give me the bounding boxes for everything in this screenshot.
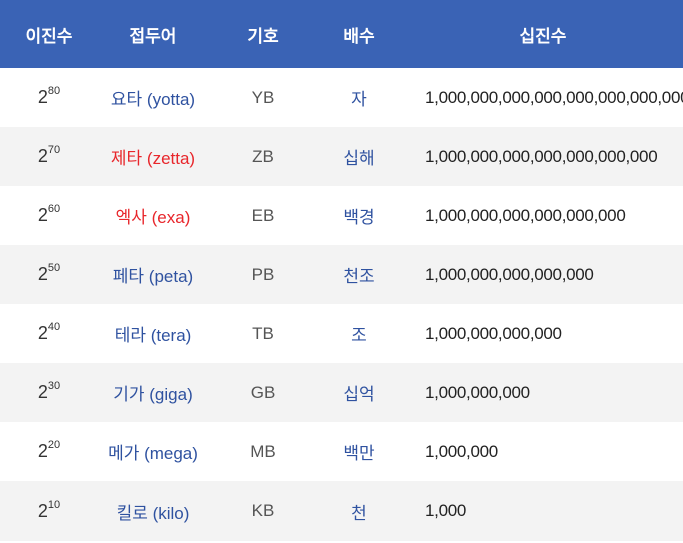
binary-exponent: 80	[47, 85, 61, 97]
table-row: 280 요타 (yotta) YB 자 1,000,000,000,000,000,00…	[0, 68, 683, 127]
decimal-value: 1,000,000,000,000	[425, 323, 562, 343]
binary-base: 2	[37, 441, 48, 461]
decimal-value: 1,000	[425, 501, 467, 520]
table-row: 260 엑사 (exa) EB 백경 1,000,000,000,000,000,000	[0, 186, 683, 245]
multiple-value: 백경	[343, 208, 375, 227]
symbol-value: TB	[252, 323, 274, 343]
header-symbol: 기호	[247, 26, 279, 46]
binary-base: 2	[37, 205, 48, 225]
binary-exponent: 50	[47, 262, 61, 274]
prefix-name: 엑사 (exa)	[115, 208, 191, 227]
multiple-value: 천	[351, 503, 367, 523]
prefix-name: 요타 (yotta)	[110, 90, 196, 109]
header-multiple: 배수	[343, 26, 375, 46]
binary-exponent: 60	[47, 203, 61, 215]
symbol-value: YB	[251, 87, 275, 107]
prefix-name: 페타 (peta)	[112, 267, 194, 286]
prefix-name: 기가 (giga)	[113, 385, 193, 404]
table-row: 250 페타 (peta) PB 천조 1,000,000,000,000,000	[0, 245, 683, 304]
multiple-value: 자	[351, 90, 367, 109]
binary-exponent: 40	[47, 321, 61, 333]
binary-exponent: 30	[47, 380, 61, 392]
decimal-value: 1,000,000,000,000,000,000,000,000	[425, 87, 683, 107]
binary-value: 210	[0, 498, 98, 522]
binary-value: 250	[0, 262, 98, 285]
decimal-value: 1,000,000,000,000,000,000	[425, 205, 626, 225]
table-row: 240 테라 (tera) TB 조 1,000,000,000,000	[0, 304, 683, 363]
multiple-value: 십해	[343, 149, 375, 168]
binary-base: 2	[37, 264, 48, 284]
decimal-value: 1,000,000,000,000,000,000,000	[425, 146, 658, 166]
table-row: 230 기가 (giga) GB 십억 1,000,000,000	[0, 363, 683, 422]
prefix-name: 테라 (tera)	[114, 326, 192, 345]
binary-base: 2	[37, 382, 48, 402]
table-row: 210 킬로 (kilo) KB 천 1,000	[0, 481, 683, 541]
multiple-value: 조	[351, 326, 367, 345]
header-binary: 이진수	[25, 26, 73, 46]
binary-base: 2	[37, 323, 48, 343]
symbol-value: KB	[251, 501, 275, 520]
symbol-value: PB	[251, 264, 275, 284]
multiple-value: 천조	[343, 267, 375, 286]
binary-base: 2	[37, 146, 48, 166]
header-decimal: 십진수	[519, 26, 567, 46]
binary-exponent: 10	[47, 498, 61, 511]
multiple-value: 십억	[343, 385, 375, 404]
binary-base: 2	[37, 87, 48, 107]
table-header: 이진수 접두어 기호 배수 십진수	[0, 0, 683, 68]
binary-value: 280	[0, 85, 98, 108]
binary-value: 240	[0, 321, 98, 344]
multiple-value: 백만	[343, 444, 375, 463]
binary-value: 270	[0, 144, 98, 167]
binary-value: 230	[0, 380, 98, 403]
prefix-name: 킬로 (kilo)	[116, 503, 190, 523]
table-row: 270 제타 (zetta) ZB 십해 1,000,000,000,000,000,0…	[0, 127, 683, 186]
binary-value: 220	[0, 439, 98, 462]
table-row: 220 메가 (mega) MB 백만 1,000,000	[0, 422, 683, 481]
decimal-value: 1,000,000,000	[425, 382, 530, 402]
prefix-name: 메가 (mega)	[108, 444, 198, 463]
symbol-value: GB	[250, 382, 276, 402]
symbol-value: EB	[251, 205, 275, 225]
binary-base: 2	[37, 500, 48, 521]
table-body: 280 요타 (yotta) YB 자 1,000,000,000,000,000,00…	[0, 68, 683, 541]
header-prefix: 접두어	[129, 26, 177, 46]
symbol-value: ZB	[252, 146, 274, 166]
decimal-value: 1,000,000	[425, 441, 498, 461]
binary-exponent: 70	[47, 144, 61, 156]
prefix-name: 제타 (zetta)	[110, 149, 196, 168]
decimal-value: 1,000,000,000,000,000	[425, 264, 594, 284]
binary-exponent: 20	[47, 439, 61, 451]
symbol-value: MB	[250, 441, 276, 461]
binary-value: 260	[0, 203, 98, 226]
